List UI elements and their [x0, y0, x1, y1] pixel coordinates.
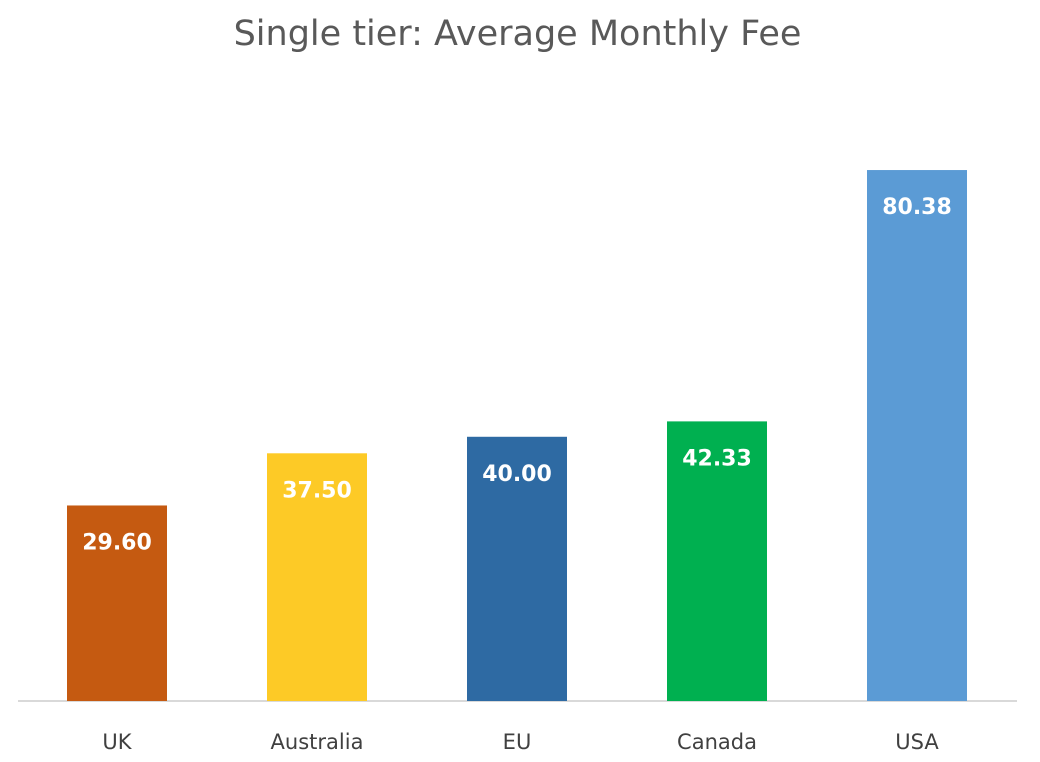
bar-canada	[667, 421, 767, 701]
data-label: 80.38	[882, 195, 952, 220]
data-label: 37.50	[282, 478, 352, 503]
x-tick-label: Canada	[677, 730, 757, 754]
x-tick-label: EU	[503, 730, 532, 754]
data-label: 42.33	[682, 446, 752, 471]
x-tick-label: UK	[102, 730, 132, 754]
bar-usa	[867, 170, 967, 702]
bar-australia	[267, 453, 367, 701]
bar-eu	[467, 436, 567, 701]
chart-title: Single tier: Average Monthly Fee	[233, 14, 802, 54]
x-tick-label: Australia	[271, 730, 364, 754]
data-label: 29.60	[82, 530, 152, 555]
x-tick-label: USA	[895, 730, 939, 754]
data-label: 40.00	[482, 462, 552, 487]
bar-uk	[67, 505, 167, 701]
